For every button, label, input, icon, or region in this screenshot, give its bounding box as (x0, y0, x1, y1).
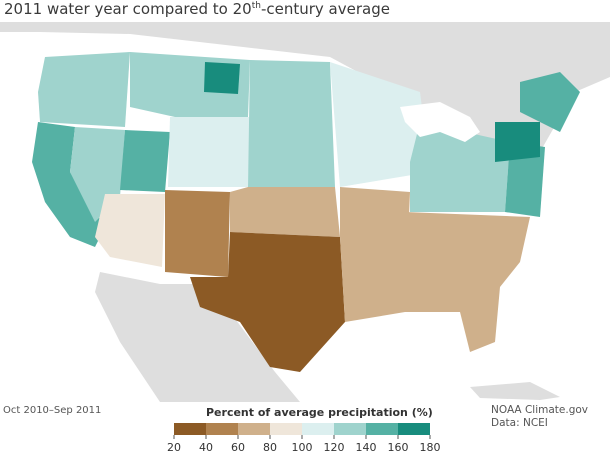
legend-swatch (174, 423, 206, 435)
legend-tick-label: 80 (263, 441, 277, 454)
region-lower-mississippi (340, 187, 410, 322)
credit-line-1: NOAA Climate.gov (491, 404, 588, 416)
legend-tick-label: 140 (356, 441, 377, 454)
region-kansas-oklahoma (230, 187, 340, 237)
legend-title: Percent of average precipitation (%) (206, 406, 433, 419)
time-period-label: Oct 2010–Sep 2011 (3, 405, 102, 416)
region-pennsylvania (495, 122, 540, 162)
legend-tick-label: 40 (199, 441, 213, 454)
legend-tick-label: 20 (167, 441, 181, 454)
region-midwest (330, 62, 430, 187)
canada-landmass (0, 22, 610, 172)
region-mid-atlantic (505, 142, 545, 217)
region-wyoming-colorado (168, 117, 250, 187)
region-california (32, 122, 105, 247)
legend-tick-label: 100 (292, 441, 313, 454)
credit: NOAA Climate.gov Data: NCEI (491, 404, 588, 430)
region-northeast (520, 72, 580, 132)
legend-swatch (302, 423, 334, 435)
mexico-landmass (95, 272, 300, 402)
region-montana (130, 52, 250, 117)
color-legend: 20 40 60 80 100 120 140 160 180 (167, 423, 441, 454)
legend-tick-label: 180 (420, 441, 441, 454)
region-northern-plains (248, 60, 335, 187)
region-texas (190, 232, 345, 372)
legend-swatch (398, 423, 430, 435)
region-pacific-northwest (38, 52, 130, 127)
credit-line-2: Data: NCEI (491, 417, 548, 429)
cuba-landmass (470, 382, 560, 400)
legend-tick-label: 60 (231, 441, 245, 454)
legend-swatch (334, 423, 366, 435)
legend-swatch (238, 423, 270, 435)
great-lakes (400, 102, 480, 142)
region-new-mexico (165, 190, 230, 277)
legend-swatch (270, 423, 302, 435)
map-title: 2011 water year compared to 20th-century… (4, 0, 390, 18)
legend-swatch (366, 423, 398, 435)
legend-tick-label: 120 (324, 441, 345, 454)
region-arizona (95, 194, 165, 267)
region-ohio-valley (410, 122, 510, 212)
legend-tick-label: 160 (388, 441, 409, 454)
region-southeast (405, 212, 530, 352)
region-utah (120, 130, 170, 192)
legend-swatch (206, 423, 238, 435)
precipitation-map (0, 22, 610, 402)
